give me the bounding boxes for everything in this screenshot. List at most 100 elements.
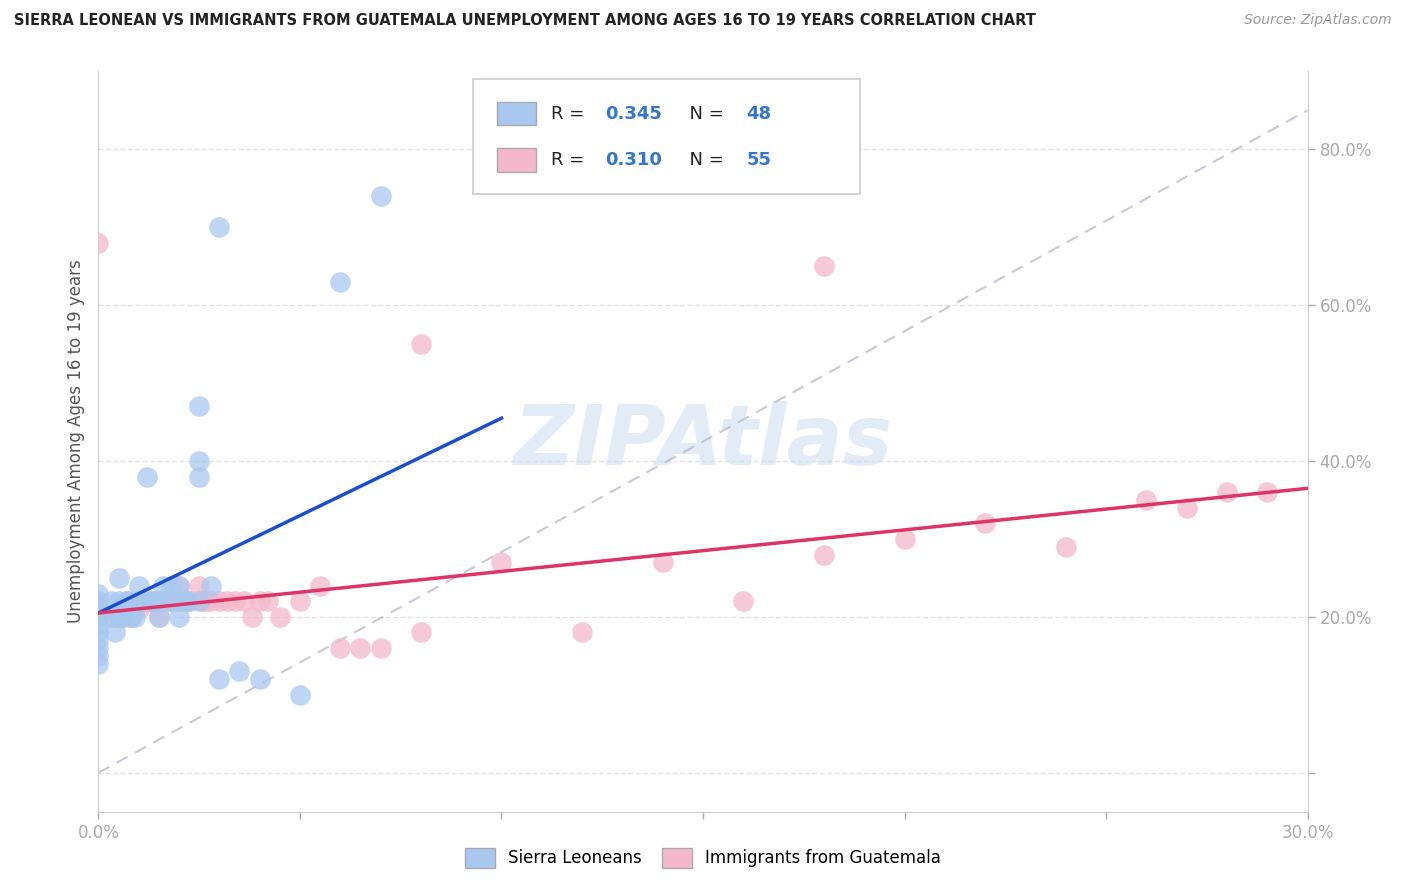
Point (176, 594, 198, 608)
Point (107, 610, 129, 624)
Text: R =: R = (551, 152, 589, 169)
Point (370, 641, 392, 656)
Point (188, 469, 211, 483)
Point (115, 594, 138, 608)
Point (107, 610, 129, 624)
Point (135, 594, 157, 608)
Point (370, 189, 392, 203)
Point (224, 594, 246, 608)
Point (111, 610, 134, 624)
Point (167, 594, 190, 608)
Text: Source: ZipAtlas.com: Source: ZipAtlas.com (1244, 13, 1392, 28)
Point (120, 610, 142, 624)
Point (100, 610, 122, 624)
Point (172, 594, 194, 608)
Point (87, 641, 110, 656)
Point (193, 594, 215, 608)
Point (329, 275, 352, 289)
Point (200, 594, 222, 608)
Legend: Sierra Leoneans, Immigrants from Guatemala: Sierra Leoneans, Immigrants from Guatema… (458, 841, 948, 875)
Point (180, 594, 202, 608)
Point (491, 555, 513, 569)
Point (111, 610, 134, 624)
Point (208, 220, 231, 235)
Point (409, 337, 432, 351)
Point (156, 594, 179, 608)
Text: SIERRA LEONEAN VS IMMIGRANTS FROM GUATEMALA UNEMPLOYMENT AMONG AGES 16 TO 19 YEA: SIERRA LEONEAN VS IMMIGRANTS FROM GUATEM… (14, 13, 1036, 29)
Point (107, 571, 129, 585)
Point (188, 594, 211, 608)
FancyBboxPatch shape (474, 78, 860, 194)
Point (167, 579, 190, 593)
Point (409, 625, 432, 640)
Point (107, 602, 129, 616)
Point (160, 594, 183, 608)
Point (103, 625, 125, 640)
Point (87, 586, 110, 600)
Point (571, 625, 593, 640)
Point (128, 594, 150, 608)
Point (115, 594, 138, 608)
Point (176, 594, 198, 608)
Point (139, 594, 162, 608)
Point (87, 602, 110, 616)
Point (87, 657, 110, 671)
Point (148, 610, 170, 624)
Point (188, 579, 211, 593)
Point (256, 594, 278, 608)
Point (87, 235, 110, 250)
Point (249, 594, 271, 608)
Point (651, 555, 673, 569)
Point (217, 594, 239, 608)
Point (200, 579, 222, 593)
Point (208, 594, 231, 608)
Point (269, 610, 291, 624)
Point (208, 672, 231, 686)
Point (107, 594, 129, 608)
Point (87, 594, 110, 608)
Point (152, 594, 174, 608)
Point (249, 672, 271, 686)
Point (128, 602, 150, 616)
Point (124, 610, 146, 624)
Text: R =: R = (551, 104, 589, 122)
Point (813, 259, 835, 273)
Point (167, 594, 190, 608)
Point (349, 641, 371, 656)
Point (148, 594, 170, 608)
Point (1175, 500, 1198, 515)
Point (148, 594, 170, 608)
Point (103, 610, 125, 624)
Point (152, 579, 174, 593)
Point (167, 610, 190, 624)
Point (100, 594, 122, 608)
Point (124, 602, 146, 616)
Point (329, 641, 352, 656)
FancyBboxPatch shape (498, 148, 536, 172)
Point (1256, 485, 1278, 500)
Point (87, 610, 110, 624)
Point (87, 602, 110, 616)
Point (128, 579, 150, 593)
Point (135, 469, 157, 483)
Point (188, 454, 211, 468)
Point (143, 594, 166, 608)
Point (232, 594, 254, 608)
Point (974, 516, 997, 531)
Text: ZIPAtlas: ZIPAtlas (513, 401, 893, 482)
Point (87, 625, 110, 640)
Y-axis label: Unemployment Among Ages 16 to 19 years: Unemployment Among Ages 16 to 19 years (66, 260, 84, 624)
Point (228, 665, 250, 679)
Point (148, 610, 170, 624)
Point (1135, 493, 1157, 508)
Point (87, 610, 110, 624)
Point (120, 610, 142, 624)
Point (288, 688, 311, 702)
Point (893, 532, 915, 546)
Point (188, 400, 211, 414)
Point (1216, 485, 1239, 500)
FancyBboxPatch shape (498, 102, 536, 126)
Point (128, 594, 150, 608)
Point (813, 548, 835, 562)
Text: 48: 48 (747, 104, 772, 122)
